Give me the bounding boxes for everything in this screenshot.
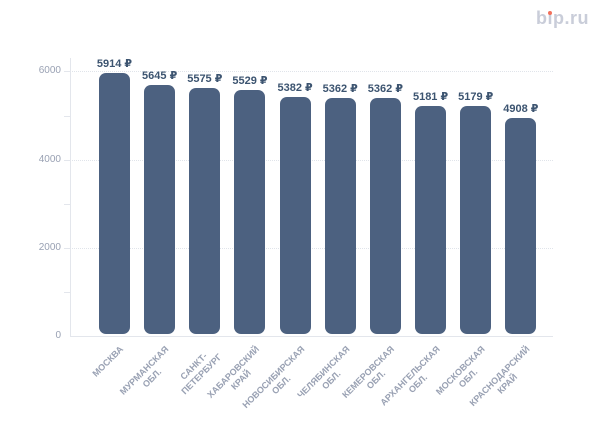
y-tick-mark <box>64 247 70 249</box>
bar-value-label: 5575 ₽ <box>187 73 223 86</box>
x-axis-label: МУРМАНСКАЯ ОБЛ. <box>118 344 179 405</box>
bar-value-label: 4908 ₽ <box>503 102 539 115</box>
bar[interactable] <box>144 85 176 334</box>
logo-letter-i: ı <box>547 8 553 29</box>
bar[interactable] <box>369 97 401 334</box>
bar-value-label: 5181 ₽ <box>412 90 449 103</box>
gridline <box>70 159 553 161</box>
y-tick-label: 2000 <box>38 241 61 253</box>
x-axis-label-line: МОСКВА <box>90 344 126 379</box>
gridline <box>70 71 553 73</box>
logo-text-post: p.ru <box>553 8 589 28</box>
y-tick-mark <box>64 159 70 161</box>
y-tick-mark <box>64 115 70 117</box>
y-tick-label: 4000 <box>38 153 61 165</box>
y-tick-mark <box>64 71 70 73</box>
y-tick-label: 0 <box>55 330 61 341</box>
bar-value-label: 5645 ₽ <box>142 70 178 83</box>
y-tick-label: 6000 <box>38 65 61 77</box>
x-axis-line <box>70 336 553 337</box>
y-tick-mark <box>64 203 70 205</box>
bar[interactable] <box>99 73 130 334</box>
bar[interactable] <box>415 105 447 334</box>
y-axis-line <box>70 58 71 336</box>
bar[interactable] <box>460 105 492 334</box>
bar[interactable] <box>505 117 537 334</box>
bar-value-label: 5914 ₽ <box>96 58 133 71</box>
logo-i-dot-icon <box>548 10 553 15</box>
x-axis-label: МОСКВА <box>91 344 126 379</box>
bar[interactable] <box>189 88 221 334</box>
logo-i-stem: ı <box>547 8 553 28</box>
bar-value-label: 5362 ₽ <box>322 82 358 95</box>
bar-value-label: 5362 ₽ <box>367 82 403 95</box>
logo-text-pre: b <box>535 8 548 28</box>
bar-value-label: 5179 ₽ <box>458 90 494 103</box>
bar-value-label: 5382 ₽ <box>277 81 313 94</box>
bar-value-label: 5529 ₽ <box>232 75 268 88</box>
bar[interactable] <box>324 97 356 334</box>
gridline <box>70 247 553 249</box>
bar[interactable] <box>279 96 311 334</box>
site-logo[interactable]: bı p.ru <box>536 8 589 29</box>
y-tick-mark <box>64 291 70 293</box>
bar[interactable] <box>234 90 266 334</box>
